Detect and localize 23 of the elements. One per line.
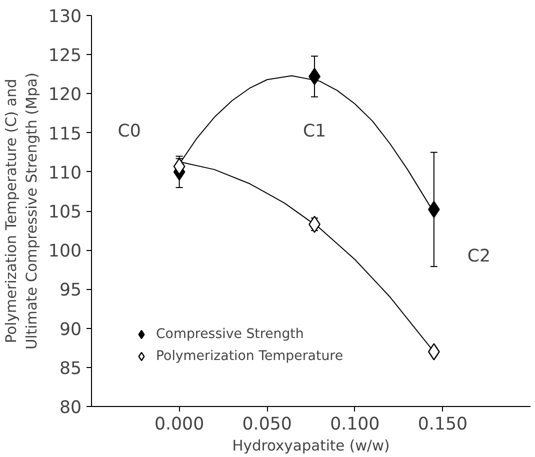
y-tick-label: 100	[48, 242, 82, 262]
x-tick-label: 0.100	[330, 414, 380, 434]
y-tick-label: 95	[59, 280, 82, 301]
y-tick-label: 125	[48, 46, 82, 66]
annotation: C2	[467, 246, 490, 266]
y-tick-label: 130	[48, 7, 82, 27]
y-tick-label: 115	[48, 124, 82, 144]
x-axis-title: Hydroxyapatite (w/w)	[232, 438, 390, 454]
y-tick-label: 105	[48, 202, 82, 222]
y-tick-label: 110	[48, 163, 82, 184]
y-tick-label: 85	[59, 358, 82, 379]
y-axis-title: Polymerization Temperature (C) and Ultimate Compressive Strength (Mpa)	[3, 72, 40, 350]
y-tick-label: 120	[48, 85, 82, 106]
x-tick-label: 0.050	[242, 414, 292, 434]
legend-label: Compressive Strength	[156, 326, 304, 342]
y-tick-label: 90	[59, 320, 82, 340]
x-tick-label: 0.000	[154, 414, 204, 434]
legend-label: Polymerization Temperature	[156, 348, 344, 364]
x-tick-label: 0.150	[418, 414, 468, 434]
annotation: C0	[118, 122, 141, 142]
annotation: C1	[302, 122, 326, 142]
y-tick-label: 80	[59, 398, 82, 418]
point	[428, 343, 440, 360]
